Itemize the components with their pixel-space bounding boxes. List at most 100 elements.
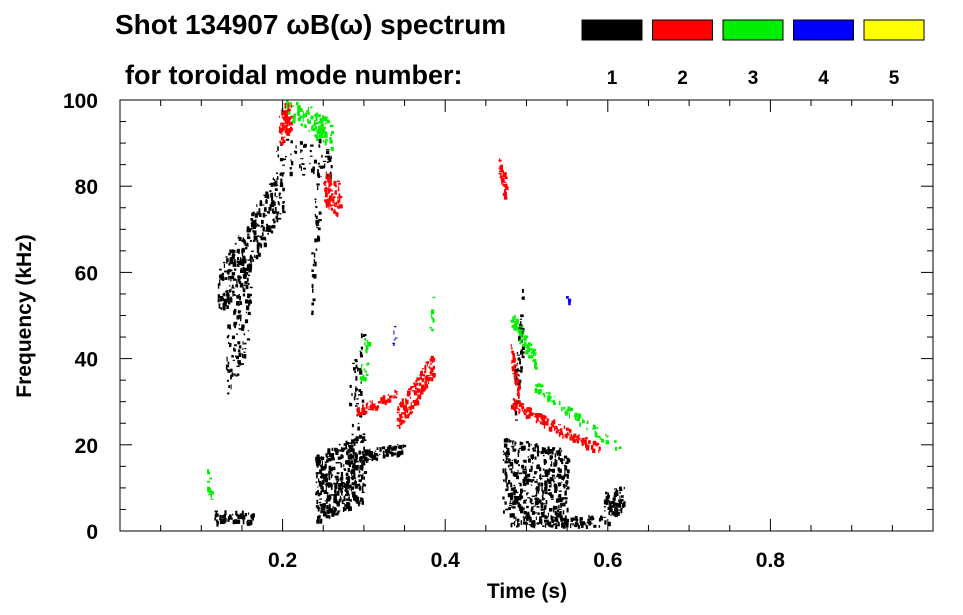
- data-point: [416, 383, 418, 385]
- data-point: [432, 296, 436, 299]
- data-point: [409, 411, 414, 414]
- data-point: [514, 326, 518, 331]
- data-point: [504, 452, 507, 455]
- data-point: [237, 364, 239, 367]
- data-point: [351, 459, 353, 463]
- data-point: [358, 408, 360, 413]
- data-point: [318, 165, 322, 168]
- data-point: [381, 446, 386, 450]
- data-point: [363, 368, 366, 370]
- data-point: [526, 479, 530, 482]
- data-point: [548, 488, 551, 491]
- data-point: [526, 407, 529, 413]
- data-point: [348, 485, 350, 491]
- data-point: [331, 193, 334, 196]
- data-point: [318, 478, 320, 483]
- data-point: [362, 433, 366, 436]
- data-point: [557, 482, 562, 486]
- data-point: [316, 221, 318, 227]
- data-point: [535, 384, 539, 387]
- data-point: [324, 500, 326, 502]
- data-point: [542, 447, 546, 453]
- data-point: [331, 513, 335, 517]
- data-point: [336, 480, 339, 484]
- data-point: [335, 475, 339, 479]
- data-point: [401, 412, 405, 415]
- data-point: [507, 455, 509, 457]
- data-point: [355, 403, 359, 405]
- data-point: [222, 518, 225, 522]
- data-point: [297, 106, 301, 111]
- data-point: [616, 512, 619, 516]
- data-point: [513, 486, 516, 490]
- data-point: [328, 465, 332, 471]
- data-point: [537, 383, 541, 386]
- data-point: [545, 421, 547, 424]
- data-point: [571, 439, 573, 441]
- data-point: [617, 509, 621, 511]
- data-point: [253, 236, 256, 238]
- data-point: [516, 354, 521, 356]
- data-point: [503, 194, 506, 196]
- data-point: [338, 182, 341, 185]
- data-point: [321, 460, 323, 466]
- data-point: [307, 120, 311, 124]
- data-point: [227, 516, 231, 520]
- data-point: [537, 451, 540, 457]
- data-point: [285, 155, 287, 158]
- data-point: [516, 475, 519, 480]
- data-point: [366, 349, 369, 351]
- data-point: [524, 445, 526, 450]
- data-point: [309, 155, 313, 157]
- data-point: [564, 484, 568, 487]
- data-point: [334, 205, 338, 207]
- data-point: [555, 498, 558, 503]
- data-point: [250, 517, 253, 519]
- data-point: [266, 223, 268, 227]
- data-point: [406, 393, 411, 397]
- data-point: [335, 185, 337, 188]
- data-point: [239, 513, 243, 518]
- data-point: [276, 184, 279, 186]
- data-point: [359, 354, 363, 358]
- data-point: [387, 398, 391, 403]
- data-point: [324, 163, 326, 169]
- data-point: [588, 440, 591, 444]
- data-point: [345, 461, 347, 464]
- data-point: [536, 450, 540, 453]
- data-point: [549, 508, 553, 512]
- data-point: [233, 294, 236, 296]
- data-point: [243, 271, 247, 276]
- data-point: [502, 496, 505, 500]
- data-point: [300, 116, 304, 119]
- data-point: [534, 388, 538, 393]
- data-point: [232, 519, 235, 525]
- data-point: [361, 499, 364, 502]
- data-point: [403, 420, 406, 423]
- data-point: [229, 345, 231, 348]
- data-point: [237, 257, 239, 260]
- data-point: [236, 333, 238, 335]
- data-point: [324, 515, 326, 517]
- data-point: [320, 133, 325, 134]
- data-point: [334, 513, 337, 515]
- data-point: [228, 341, 230, 345]
- data-point: [514, 499, 518, 502]
- data-point: [324, 155, 329, 158]
- data-point: [558, 468, 562, 473]
- data-point: [256, 211, 258, 214]
- data-point: [318, 131, 321, 137]
- data-point: [398, 445, 402, 449]
- data-point: [246, 305, 250, 311]
- data-point: [608, 501, 613, 504]
- data-point: [574, 412, 578, 417]
- data-point: [361, 440, 364, 443]
- data-point: [558, 493, 562, 497]
- data-point: [518, 375, 520, 377]
- data-point: [545, 516, 549, 518]
- data-point: [209, 487, 211, 490]
- data-point: [318, 138, 322, 144]
- data-point: [316, 472, 320, 474]
- data-point: [350, 488, 352, 492]
- data-point: [354, 392, 357, 397]
